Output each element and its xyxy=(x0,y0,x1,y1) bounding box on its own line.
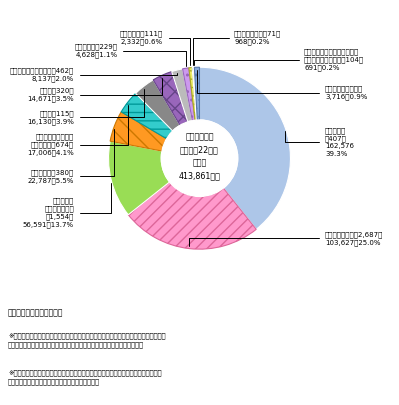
Text: 新聞業（115）
16,130　3.9%: 新聞業（115） 16,130 3.9% xyxy=(27,89,144,125)
Text: 情報通信業に
係る平成22年度
売上高
413,861億円: 情報通信業に 係る平成22年度 売上高 413,861億円 xyxy=(179,132,220,180)
Wedge shape xyxy=(200,67,290,229)
Text: 有線放送業（229）
4,628　1.1%: 有線放送業（229） 4,628 1.1% xyxy=(75,43,186,66)
Wedge shape xyxy=(172,69,192,122)
Text: 電気通信業
（407）
162,576
39.3%: 電気通信業 （407） 162,576 39.3% xyxy=(285,127,354,157)
Text: ※　「その他の情報通信業」とは、情報通信業に係る売上高内訳において、主要事業
　　名「その他」として回答のあったものをいう。: ※ 「その他の情報通信業」とは、情報通信業に係る売上高内訳において、主要事業 名… xyxy=(8,369,162,385)
Wedge shape xyxy=(136,80,180,131)
Text: 映像情報制作・配給業（462）
8,137　2.0%: 映像情報制作・配給業（462） 8,137 2.0% xyxy=(10,67,177,82)
Text: その他の情報通信業
3,716　0.9%: その他の情報通信業 3,716 0.9% xyxy=(197,70,367,100)
Wedge shape xyxy=(183,68,195,121)
Text: 出版業（320）
14,671　3.5%: 出版業（320） 14,671 3.5% xyxy=(28,78,162,102)
Text: （　）は社数、単位：億円: （ ）は社数、単位：億円 xyxy=(8,309,63,318)
Wedge shape xyxy=(192,68,197,120)
Wedge shape xyxy=(189,68,196,120)
Text: 映像・音声・文字情報制作に
附帯するサービス業（104）
691　0.2%: 映像・音声・文字情報制作に 附帯するサービス業（104） 691 0.2% xyxy=(194,49,364,71)
Wedge shape xyxy=(109,141,170,215)
Wedge shape xyxy=(194,67,200,120)
Text: 音声情報制作業（71）
968　0.2%: 音声情報制作業（71） 968 0.2% xyxy=(193,31,281,65)
Text: ソフトウェア業（2,687）
103,627　25.0%: ソフトウェア業（2,687） 103,627 25.0% xyxy=(189,231,383,246)
Wedge shape xyxy=(153,72,188,125)
Wedge shape xyxy=(128,182,256,249)
Text: 民間放送業（380）
22,787　5.5%: 民間放送業（380） 22,787 5.5% xyxy=(28,129,115,184)
Wedge shape xyxy=(110,112,167,151)
Text: インターネット附随
サービス業（674）
17,006　4.1%: インターネット附随 サービス業（674） 17,006 4.1% xyxy=(27,105,128,156)
Text: ※　「当該業種売上高」とは当該アクティビティに係る売上高をいう（例えば電気通信
　　業では、会社全体の売上高のうち電気通信業に係る売上高をいう。）。: ※ 「当該業種売上高」とは当該アクティビティに係る売上高をいう（例えば電気通信 … xyxy=(8,332,166,348)
Text: 情報処理・
提供サービス業
（1,554）
56,591　13.7%: 情報処理・ 提供サービス業 （1,554） 56,591 13.7% xyxy=(23,183,111,228)
Wedge shape xyxy=(194,67,198,120)
Text: 広告制作業（111）
2,332　0.6%: 広告制作業（111） 2,332 0.6% xyxy=(120,31,190,65)
Circle shape xyxy=(161,120,238,196)
Wedge shape xyxy=(121,94,173,139)
